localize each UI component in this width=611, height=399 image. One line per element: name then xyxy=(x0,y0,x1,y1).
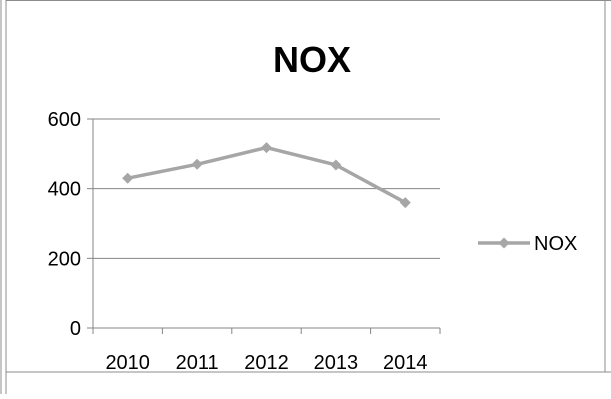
x-tick-labels: 2010 2011 2012 2013 2014 xyxy=(105,352,427,374)
x-tick-label: 2010 xyxy=(105,352,150,374)
y-tick-labels: 0 200 400 600 xyxy=(48,109,81,340)
y-tick-label: 200 xyxy=(48,248,81,270)
data-point-marker xyxy=(261,142,272,154)
y-tick-label: 400 xyxy=(48,179,81,201)
x-tick-label: 2012 xyxy=(244,352,289,374)
data-point-marker xyxy=(191,158,203,170)
axis-layer xyxy=(87,118,441,334)
data-point-marker xyxy=(330,159,342,171)
legend-label: NOX xyxy=(534,233,577,255)
data-point-marker xyxy=(122,172,134,184)
data-point-marker xyxy=(399,197,411,209)
legend-marker xyxy=(498,237,510,249)
y-tick-label: 600 xyxy=(48,109,81,131)
series-layer xyxy=(122,142,411,209)
chart-title: NOX xyxy=(273,39,351,80)
legend: NOX xyxy=(478,233,577,255)
x-tick-label: 2013 xyxy=(314,352,359,374)
x-tick-label: 2014 xyxy=(383,352,428,374)
y-tick-label: 0 xyxy=(70,318,81,340)
x-tick-label: 2011 xyxy=(176,352,219,374)
